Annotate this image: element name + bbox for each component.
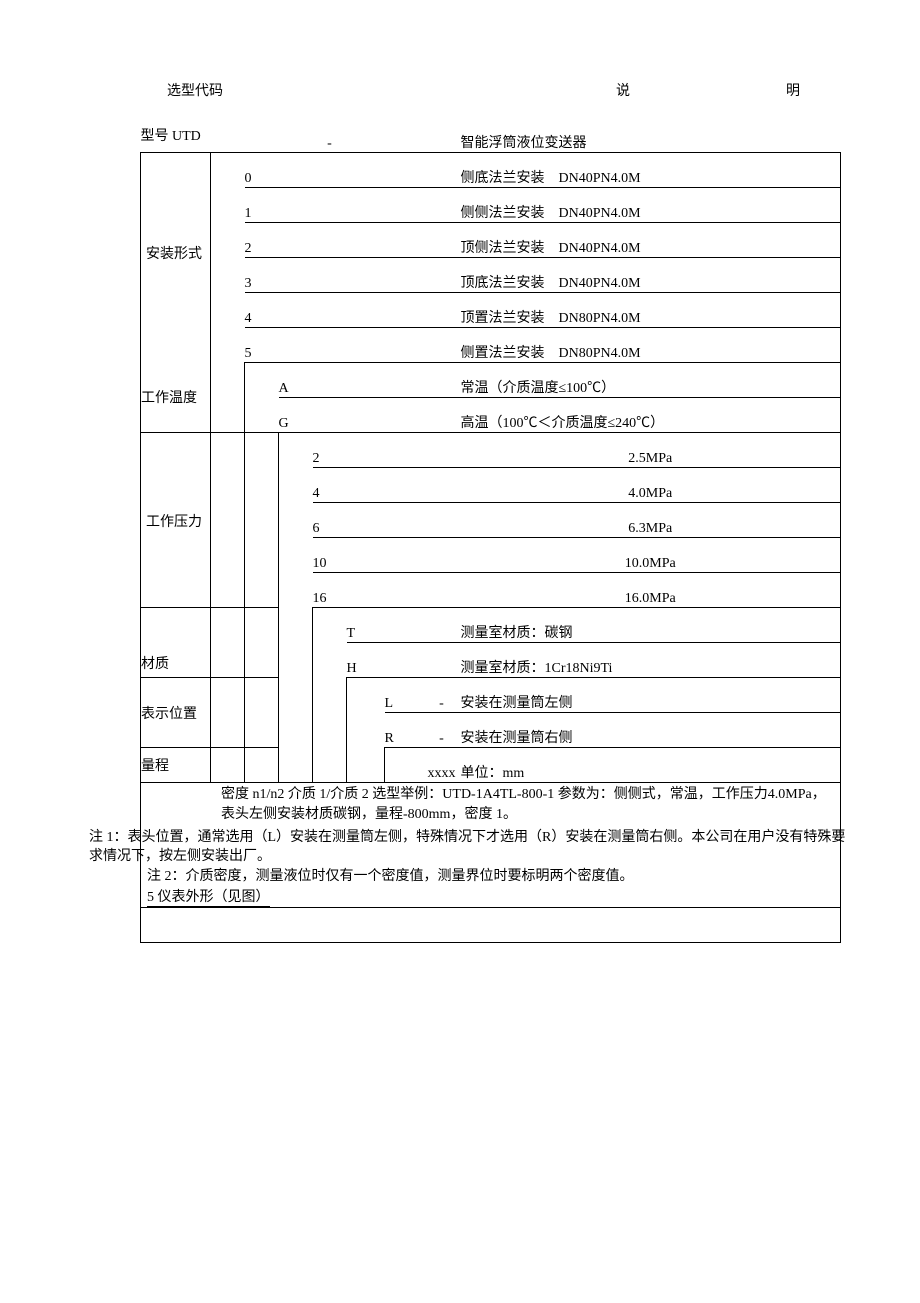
note-1: 注 1：表头位置，通常选用（L）安装在测量筒左侧，特殊情况下才选用（R）安装在测… <box>89 830 845 865</box>
model-label: 型号 <box>141 129 169 144</box>
model-desc: 智能浮筒液位变送器 <box>461 118 841 153</box>
code-cell: 3 <box>245 258 279 293</box>
section-label: 表示位置 <box>141 678 211 748</box>
desc-cell: 顶底法兰安装 DN40PN4.0M <box>461 258 841 293</box>
dash-cell: - <box>423 678 461 713</box>
code-cell: 2 <box>245 223 279 258</box>
code-cell: 2 <box>313 433 347 468</box>
table-row: 量程 xxxx 单位：mm <box>141 748 841 783</box>
table-row: 1 侧侧法兰安装 DN40PN4.0M <box>141 188 841 223</box>
table-row: 表示位置 L - 安装在测量筒左侧 <box>141 678 841 713</box>
model-row: 型号 UTD - 智能浮筒液位变送器 <box>141 118 841 153</box>
table-row: 4 顶置法兰安装 DN80PN4.0M <box>141 293 841 328</box>
code-cell: 1 <box>245 188 279 223</box>
note-density: 密度 n1/n2 介质 1/介质 2 选型举例：UTD‐1A4TL‐800‐1 … <box>221 787 826 822</box>
header-code: 选型代码 <box>0 80 390 100</box>
desc-cell: 测量室材质：碳钢 <box>461 608 841 643</box>
table-row: 材质 T 测量室材质：碳钢 <box>141 608 841 643</box>
section-label-install: 安装形式 <box>146 243 206 263</box>
code-cell: 0 <box>245 153 279 188</box>
table-row: 2 顶侧法兰安装 DN40PN4.0M <box>141 223 841 258</box>
code-cell: 10 <box>313 538 347 573</box>
desc-cell: 顶置法兰安装 DN80PN4.0M <box>461 293 841 328</box>
notes-row: 密度 n1/n2 介质 1/介质 2 选型举例：UTD‐1A4TL‐800‐1 … <box>141 783 841 828</box>
desc-cell: 高温（100℃＜介质温度≤240℃） <box>461 398 841 433</box>
section-label: 材质 <box>141 608 211 678</box>
code-cell: G <box>279 398 313 433</box>
header-desc-left: 说 <box>390 80 630 100</box>
table-header: 选型代码 说 明 <box>0 80 920 100</box>
selection-table: 型号 UTD - 智能浮筒液位变送器 0 侧底法兰安装 DN40PN4.0M 1… <box>140 118 841 943</box>
page: 选型代码 说 明 型号 UTD - 智能浮筒液位变送器 <box>0 0 920 943</box>
code-cell: 16 <box>313 573 347 608</box>
desc-cell: 2.5MPa <box>461 433 841 468</box>
desc-cell: 4.0MPa <box>461 468 841 503</box>
code-cell: A <box>279 363 313 398</box>
desc-cell: 10.0MPa <box>461 538 841 573</box>
model-dash: - <box>313 118 347 153</box>
table-row: 5 侧置法兰安装 DN80PN4.0M <box>141 328 841 363</box>
desc-cell: 测量室材质：1Cr18Ni9Ti <box>461 643 841 678</box>
note-2: 注 2：介质密度，测量液位时仅有一个密度值，测量界位时要标明两个密度值。 <box>147 869 634 884</box>
code-cell: L <box>385 678 423 713</box>
notes-row: 注 1：表头位置，通常选用（L）安装在测量筒左侧，特殊情况下才选用（R）安装在测… <box>141 828 841 867</box>
code-cell: xxxx <box>423 748 461 783</box>
desc-cell: 常温（介质温度≤100℃） <box>461 363 841 398</box>
code-cell: T <box>347 608 385 643</box>
table-row: 2 2.5MPa <box>141 433 841 468</box>
desc-cell: 16.0MPa <box>461 573 841 608</box>
header-desc-right: 明 <box>630 80 800 100</box>
code-cell: 6 <box>313 503 347 538</box>
code-cell: H <box>347 643 385 678</box>
code-cell: 4 <box>245 293 279 328</box>
table-row: 工作温度 A 常温（介质温度≤100℃） <box>141 363 841 398</box>
section-label: 工作温度 <box>141 363 211 433</box>
model-code: UTD <box>172 129 201 144</box>
desc-cell: 安装在测量筒右侧 <box>461 713 841 748</box>
desc-cell: 单位：mm <box>461 748 841 783</box>
desc-cell: 安装在测量筒左侧 <box>461 678 841 713</box>
desc-cell: 6.3MPa <box>461 503 841 538</box>
spacer-row <box>141 908 841 943</box>
note-fig: 5 仪表外形（见图） <box>147 890 270 907</box>
section-label-pressure: 工作压力 <box>146 511 206 531</box>
code-cell: 5 <box>245 328 279 363</box>
desc-cell: 顶侧法兰安装 DN40PN4.0M <box>461 223 841 258</box>
code-cell: R <box>385 713 423 748</box>
notes-row: 注 2：介质密度，测量液位时仅有一个密度值，测量界位时要标明两个密度值。 <box>141 867 841 887</box>
table-row: 3 顶底法兰安装 DN40PN4.0M <box>141 258 841 293</box>
notes-row: 5 仪表外形（见图） <box>141 886 841 908</box>
code-cell: 4 <box>313 468 347 503</box>
desc-cell: 侧底法兰安装 DN40PN4.0M <box>461 153 841 188</box>
section-label: 量程 <box>141 748 211 783</box>
desc-cell: 侧侧法兰安装 DN40PN4.0M <box>461 188 841 223</box>
dash-cell: - <box>423 713 461 748</box>
table-row: 0 侧底法兰安装 DN40PN4.0M <box>141 153 841 188</box>
desc-cell: 侧置法兰安装 DN80PN4.0M <box>461 328 841 363</box>
